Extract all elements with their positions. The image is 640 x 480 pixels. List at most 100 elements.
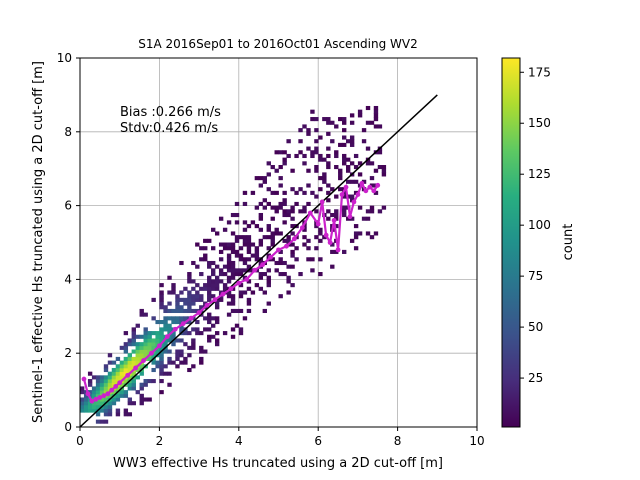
- heatmap-cell: [230, 294, 236, 299]
- heatmap-cell: [262, 308, 267, 314]
- heatmap-cell: [155, 349, 160, 354]
- heatmap-cell: [167, 356, 172, 361]
- heatmap-cell: [234, 268, 240, 273]
- heatmap-cell: [286, 209, 291, 214]
- heatmap-cell: [191, 308, 196, 314]
- heatmap-cell: [226, 290, 232, 295]
- heatmap-cell: [298, 209, 303, 214]
- heatmap-cell: [377, 150, 383, 155]
- heatmap-cell: [314, 165, 319, 170]
- heatmap-cell: [199, 246, 204, 251]
- heatmap-cell: [318, 157, 323, 162]
- mean-curve-point: [228, 286, 234, 292]
- mean-curve-point: [323, 232, 329, 238]
- heatmap-cell: [226, 301, 232, 306]
- heatmap-cell: [115, 386, 121, 391]
- heatmap-cell: [191, 301, 196, 306]
- heatmap-cell: [143, 312, 148, 317]
- heatmap-cell: [103, 397, 109, 402]
- heatmap-cell: [191, 279, 196, 284]
- heatmap-cell: [171, 331, 176, 336]
- heatmap-cell: [342, 153, 347, 159]
- heatmap-cell: [214, 231, 220, 236]
- heatmap-cell: [270, 242, 275, 247]
- heatmap-cell: [195, 290, 200, 295]
- mean-curve-point: [164, 334, 170, 339]
- heatmap-cell: [330, 249, 335, 254]
- heatmap-cell: [159, 319, 164, 325]
- heatmap-cell: [95, 390, 101, 395]
- heatmap-cell: [306, 131, 311, 136]
- heatmap-cell: [314, 139, 319, 144]
- heatmap-cell: [211, 260, 216, 266]
- heatmap-cell: [270, 235, 275, 240]
- heatmap-cell: [373, 168, 379, 173]
- heatmap-cell: [159, 331, 164, 336]
- heatmap-cell: [171, 290, 176, 295]
- heatmap-cell: [338, 168, 343, 173]
- heatmap-cell: [163, 371, 168, 376]
- heatmap-cell: [143, 382, 148, 387]
- heatmap-cell: [326, 117, 331, 122]
- heatmap-cell: [195, 331, 200, 336]
- heatmap-cell: [306, 201, 311, 206]
- heatmap-cell: [179, 260, 184, 266]
- heatmap-cell: [183, 356, 188, 361]
- heatmap-cell: [163, 349, 168, 354]
- heatmap-cell: [314, 246, 319, 251]
- heatmap-cell: [155, 342, 160, 347]
- heatmap-cell: [191, 338, 196, 343]
- heatmap-cell: [115, 367, 121, 373]
- heatmap-cell: [258, 216, 264, 221]
- heatmap-cell: [211, 286, 216, 291]
- heatmap-cell: [222, 272, 228, 277]
- heatmap-cell: [179, 290, 184, 295]
- heatmap-cell: [274, 268, 279, 273]
- heatmap-cell: [99, 408, 105, 413]
- heatmap-cell: [294, 257, 299, 262]
- heatmap-cell: [127, 397, 133, 402]
- heatmap-cell: [199, 257, 204, 262]
- heatmap-cell: [218, 272, 224, 277]
- mean-curve-point: [252, 267, 258, 273]
- heatmap-cell: [115, 356, 121, 361]
- heatmap-cell: [266, 201, 271, 206]
- heatmap-cell: [349, 238, 355, 243]
- heatmap-cell: [211, 227, 216, 232]
- heatmap-cell: [195, 327, 200, 332]
- heatmap-cell: [179, 349, 184, 354]
- heatmap-cell: [342, 205, 347, 210]
- heatmap-cell: [163, 327, 168, 332]
- heatmap-cell: [342, 209, 347, 214]
- heatmap-cell: [159, 367, 164, 373]
- heatmap-cell: [270, 190, 275, 195]
- heatmap-cell: [290, 264, 295, 269]
- heatmap-cell: [318, 187, 323, 192]
- heatmap-cell: [171, 286, 176, 291]
- plot-frame: [79, 57, 478, 428]
- heatmap-cell: [222, 227, 228, 232]
- heatmap-cell: [326, 209, 331, 214]
- heatmap-cell: [131, 331, 136, 336]
- heatmap-cell: [246, 297, 252, 302]
- heatmap-cell: [381, 205, 387, 210]
- heatmap-cell: [254, 205, 260, 210]
- heatmap-cell: [230, 264, 236, 269]
- mean-curve-point: [196, 310, 202, 316]
- heatmap-cell: [214, 301, 220, 306]
- mean-curve-point: [105, 391, 111, 397]
- heatmap-cell: [95, 375, 101, 380]
- heatmap-cell: [127, 360, 133, 365]
- heatmap-cell: [143, 338, 148, 343]
- mean-curve-point: [319, 199, 325, 205]
- heatmap-cell: [222, 286, 228, 291]
- mean-curve-point: [307, 210, 313, 216]
- heatmap-cell: [175, 349, 180, 354]
- heatmap-cell: [326, 190, 331, 195]
- heatmap-cell: [278, 165, 283, 170]
- heatmap-cell: [334, 150, 339, 155]
- heatmap-cell: [183, 286, 188, 291]
- overlay: [80, 94, 438, 427]
- heatmap-cell: [218, 290, 224, 295]
- heatmap-cell: [207, 290, 212, 295]
